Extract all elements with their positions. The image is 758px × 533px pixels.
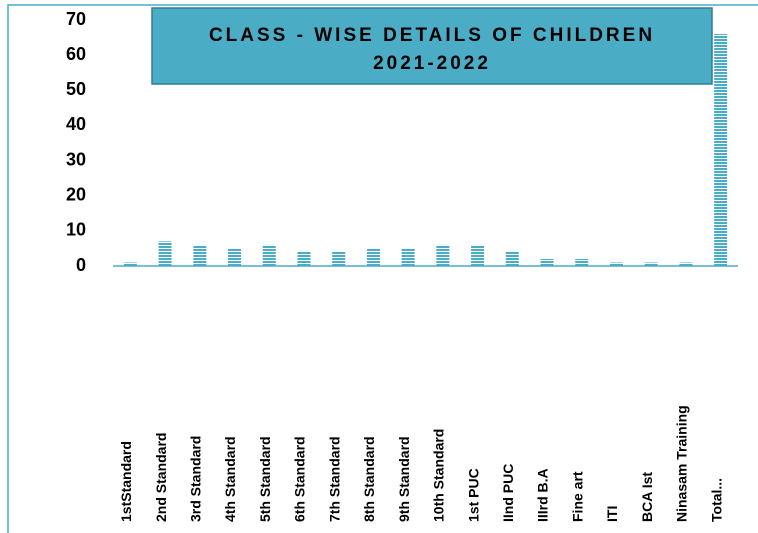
bar [262,244,276,266]
y-tick-label: 10 [66,220,86,240]
bar [366,248,380,266]
y-tick-label: 30 [66,149,86,169]
y-tick-label: 60 [66,44,86,64]
y-tick-label: 20 [66,184,86,204]
title-box [151,7,713,85]
bar [609,262,623,266]
chart-subtitle: 2021-2022 [373,53,491,74]
y-tick-label: 50 [66,79,86,99]
y-tick-label: 40 [66,114,86,134]
x-tick-label: 8th Standard [361,436,377,522]
bar [679,262,693,266]
x-tick-label: 3rd Standard [188,436,204,522]
x-tick-label: IIIrd B.A [535,468,551,522]
x-tick-label: 1stStandard [118,441,134,522]
bar [540,258,554,266]
x-tick-label: 2nd Standard [153,433,169,522]
x-tick-label: 10th Standard [431,429,447,522]
bar [228,248,242,266]
bar [401,248,415,266]
bar [158,241,172,266]
bar [471,244,485,266]
x-tick-label: 7th Standard [326,436,342,522]
x-tick-label: Fine art [569,471,585,522]
x-tick-label: Total... [708,478,724,522]
x-tick-label: IInd PUC [500,464,516,522]
x-tick-label: 4th Standard [222,436,238,522]
x-tick-label: Ninasam Training [674,405,690,522]
bar [575,258,589,266]
bar [123,262,137,266]
x-tick-label: 5th Standard [257,436,273,522]
x-tick-label: 9th Standard [396,436,412,522]
bar [436,244,450,266]
x-tick-label: 1st PUC [465,468,481,522]
bar [332,251,346,266]
x-tick-label: ITI [604,506,620,522]
chart-frame [7,4,758,533]
chart-title: CLASS - WISE DETAILS OF CHILDREN [209,25,655,46]
y-tick-label: 0 [76,255,86,275]
y-tick-label: 70 [66,9,86,29]
bar [193,244,207,266]
bar [297,251,311,266]
x-tick-label: BCA Ist [639,472,655,522]
bar [505,251,519,266]
bar [714,34,728,266]
bar [644,262,658,266]
x-tick-label: 6th Standard [292,436,308,522]
